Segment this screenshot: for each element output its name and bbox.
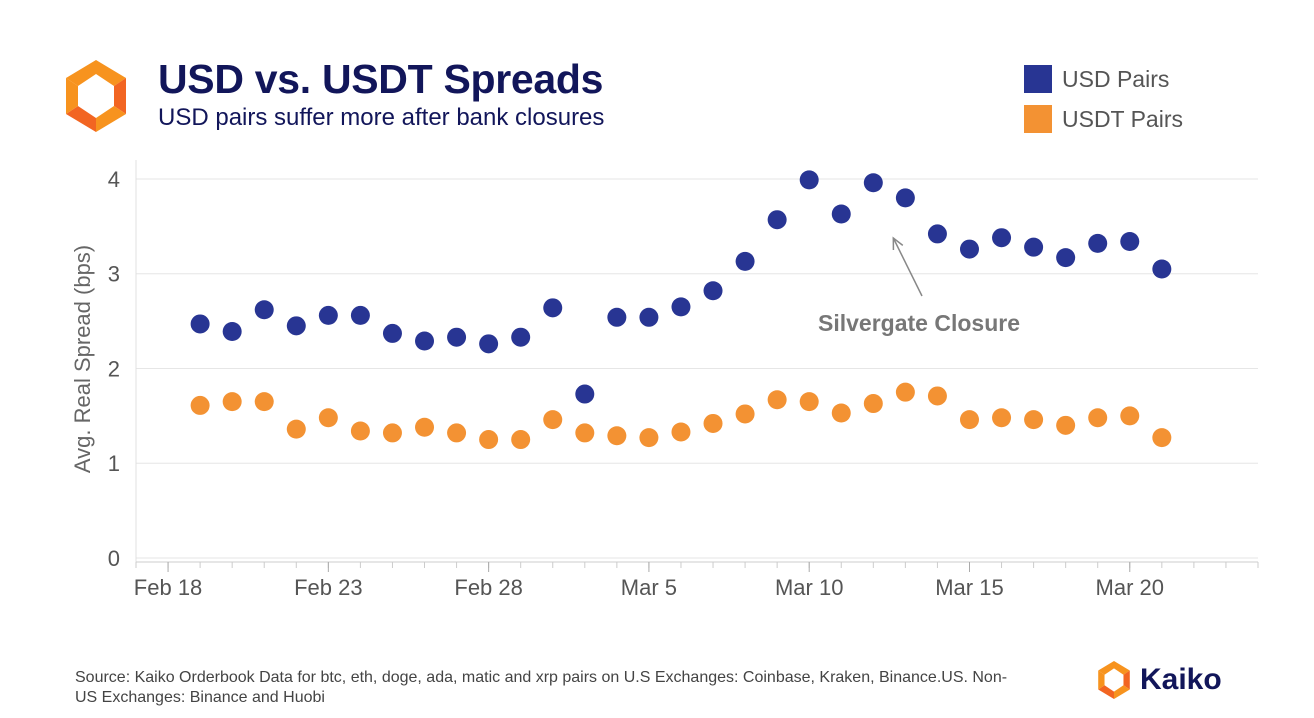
usd-point: [639, 307, 659, 327]
usdt-point: [1088, 408, 1108, 428]
usdt-point: [286, 419, 306, 439]
kaiko-logo-icon: [66, 60, 126, 132]
usdt-point: [1024, 410, 1044, 430]
usd-point: [959, 239, 979, 259]
scatter-chart: 0 1 2 3 4 Feb 18 Feb 23 Feb 28 Mar 5 Mar 10 Mar 15…: [70, 160, 1259, 600]
usdt-point: [735, 404, 755, 424]
usd-point: [607, 307, 627, 327]
x-tick-label: Mar 5: [621, 575, 677, 600]
usdt-point: [543, 410, 563, 430]
usdt-point: [639, 428, 659, 448]
usdt-point: [350, 421, 370, 441]
usd-point: [511, 327, 531, 347]
usd-point: [703, 281, 723, 301]
x-tick-label: Feb 18: [134, 575, 203, 600]
usdt-point: [863, 394, 883, 414]
legend-label-usdt: USDT Pairs: [1062, 105, 1183, 132]
x-tick-label: Feb 23: [294, 575, 363, 600]
usd-point: [382, 323, 402, 343]
legend-swatch-usd: [1024, 65, 1052, 93]
usdt-point: [895, 382, 915, 402]
usdt-point: [799, 392, 819, 412]
usdt-point: [703, 413, 723, 433]
y-tick-label: 1: [108, 451, 120, 476]
usd-point: [1056, 248, 1076, 268]
usdt-point: [415, 417, 435, 437]
usd-point: [543, 298, 563, 318]
usdt-point: [575, 423, 595, 443]
source-note: Source: Kaiko Orderbook Data for btc, et…: [75, 669, 1008, 706]
usd-point: [863, 173, 883, 193]
usdt-point: [222, 392, 242, 412]
usd-point: [415, 331, 435, 351]
usd-point: [350, 305, 370, 325]
annotation-arrow-line: [892, 237, 923, 297]
usd-point: [190, 314, 210, 334]
usdt-point: [959, 410, 979, 430]
y-tick-label: 3: [108, 262, 120, 287]
usd-point: [222, 322, 242, 342]
usdt-point: [382, 423, 402, 443]
usd-point: [992, 228, 1012, 248]
usdt-point: [190, 395, 210, 415]
usd-point: [447, 327, 467, 347]
usdt-point: [479, 430, 499, 450]
usdt-point: [927, 386, 947, 406]
x-tick-label: Mar 20: [1096, 575, 1164, 600]
x-tick-label: Mar 10: [775, 575, 843, 600]
usd-point: [671, 297, 691, 317]
chart-subtitle: USD pairs suffer more after bank closure…: [158, 104, 605, 131]
usd-point: [254, 300, 274, 320]
kaiko-brand-icon: [1098, 661, 1130, 699]
usd-point: [895, 188, 915, 208]
usd-point: [1088, 233, 1108, 253]
x-tick-label: Mar 15: [935, 575, 1003, 600]
y-tick-label: 4: [108, 167, 120, 192]
usd-point: [1024, 237, 1044, 257]
usdt-point: [1120, 406, 1140, 426]
usd-point: [1120, 231, 1140, 251]
usd-point: [1152, 259, 1172, 279]
y-tick-label: 2: [108, 356, 120, 381]
usdt-point: [671, 422, 691, 442]
chart-title: USD vs. USDT Spreads: [158, 56, 604, 102]
usdt-point: [607, 426, 627, 446]
usdt-point: [831, 403, 851, 423]
usdt-point: [992, 408, 1012, 428]
usd-point: [575, 384, 595, 404]
usdt-point: [1152, 428, 1172, 448]
annotation-label: Silvergate Closure: [818, 310, 1020, 336]
usdt-point: [1056, 415, 1076, 435]
usdt-point: [447, 423, 467, 443]
usd-point: [479, 334, 499, 354]
y-tick-label: 0: [108, 546, 120, 571]
usdt-point: [318, 408, 338, 428]
legend-swatch-usdt: [1024, 105, 1052, 133]
y-axis-label: Avg. Real Spread (bps): [70, 245, 95, 473]
x-tick-label: Feb 28: [454, 575, 523, 600]
usdt-point: [511, 430, 531, 450]
usd-point: [799, 170, 819, 190]
brand-mark: Kaiko: [1094, 660, 1222, 700]
legend-label-usd: USD Pairs: [1062, 65, 1170, 92]
legend: USD Pairs USDT Pairs: [1024, 64, 1183, 144]
usdt-point: [767, 390, 787, 410]
legend-item-usd: USD Pairs: [1024, 64, 1183, 94]
usdt-point: [254, 392, 274, 412]
usd-point: [831, 204, 851, 224]
usd-point: [767, 210, 787, 230]
brand-wordmark: Kaiko: [1140, 663, 1222, 696]
annotation-arrow-head: [892, 236, 904, 251]
usd-point: [927, 224, 947, 244]
legend-item-usdt: USDT Pairs: [1024, 104, 1183, 134]
usd-point: [286, 316, 306, 336]
usd-point: [735, 251, 755, 271]
usd-point: [318, 305, 338, 325]
